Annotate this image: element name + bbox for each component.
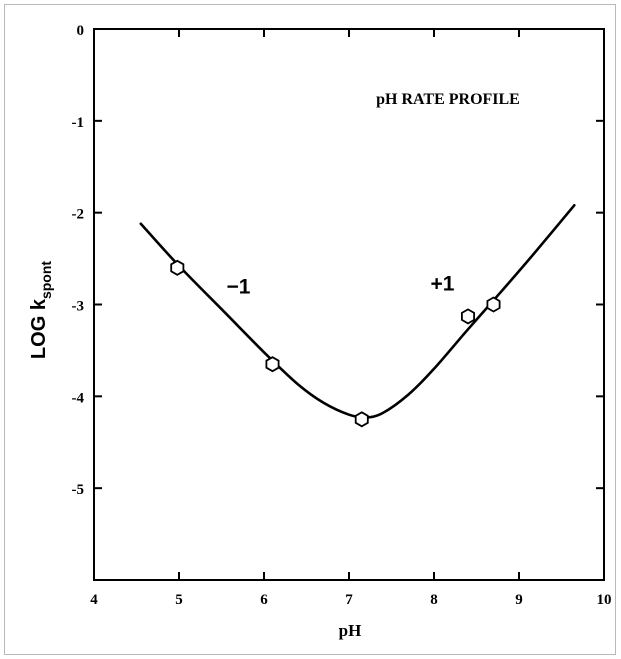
y-tick-label: -4 xyxy=(72,390,85,406)
data-point-marker xyxy=(486,296,501,313)
y-axis-label: LOG kspont xyxy=(28,261,54,359)
slope-annotations: −1 +1 xyxy=(227,273,455,299)
data-points-layer xyxy=(170,259,501,428)
chart-title: pH RATE PROFILE xyxy=(376,91,520,108)
x-tick-label: 4 xyxy=(90,592,98,608)
data-point-marker xyxy=(354,411,369,428)
slope-annotation: +1 xyxy=(431,273,455,296)
y-tick-label: 0 xyxy=(77,23,85,39)
x-tick-label: 10 xyxy=(597,592,612,608)
x-axis-label: pH xyxy=(339,621,362,640)
plot-area-border xyxy=(93,28,605,581)
x-tick-label: 8 xyxy=(430,592,438,608)
y-tick-label: -2 xyxy=(72,207,85,223)
slope-annotation: −1 xyxy=(227,275,251,298)
data-point-marker xyxy=(170,259,185,276)
x-tick-label: 6 xyxy=(260,592,268,608)
data-point-marker xyxy=(265,356,280,373)
fit-curve-line xyxy=(139,204,576,419)
y-axis-label-subscript: spont xyxy=(38,261,54,299)
x-tick-label: 7 xyxy=(345,592,353,608)
y-axis-label-main: LOG k xyxy=(28,298,50,359)
y-tick-label: -1 xyxy=(72,115,85,131)
figure-frame xyxy=(4,4,616,655)
x-tick-label: 5 xyxy=(175,592,183,608)
ticks: 4 5 6 7 8 9 10 0 -1 -2 -3 -4 -5 xyxy=(72,23,612,608)
axes xyxy=(93,28,605,581)
x-tick-label: 9 xyxy=(515,592,523,608)
data-point-marker xyxy=(460,308,476,325)
y-tick-label: -5 xyxy=(72,482,85,498)
y-tick-label: -3 xyxy=(72,299,85,315)
fit-curve-layer xyxy=(139,204,576,419)
